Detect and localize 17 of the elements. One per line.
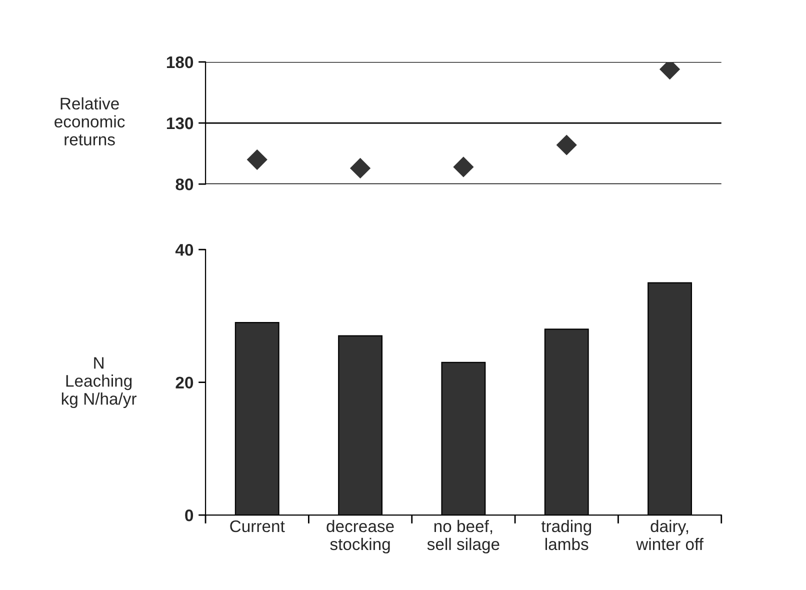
point — [350, 158, 371, 179]
x-tick-label: no beef, sell silage — [427, 520, 500, 554]
y-tick-label: 40 — [175, 244, 194, 256]
x-tick-label: dairy, winter off — [636, 520, 704, 550]
x-tick-label: decrease stocking — [326, 520, 394, 554]
y-tick-label: 80 — [176, 178, 194, 190]
y-tick-label: 130 — [166, 117, 194, 130]
y-tick-label: 0 — [185, 509, 194, 522]
y-tick-label: 180 — [166, 56, 194, 68]
y-axis-title: Relative economic returns — [54, 97, 125, 146]
y-tick-label: 20 — [176, 376, 194, 389]
y-axis-title: N Leaching kg N/ha/yr — [62, 357, 136, 408]
point — [453, 156, 474, 178]
point — [556, 134, 577, 156]
point — [246, 149, 268, 170]
x-tick-label: Current — [230, 520, 285, 532]
x-tick-label: trading lambs — [541, 520, 592, 550]
